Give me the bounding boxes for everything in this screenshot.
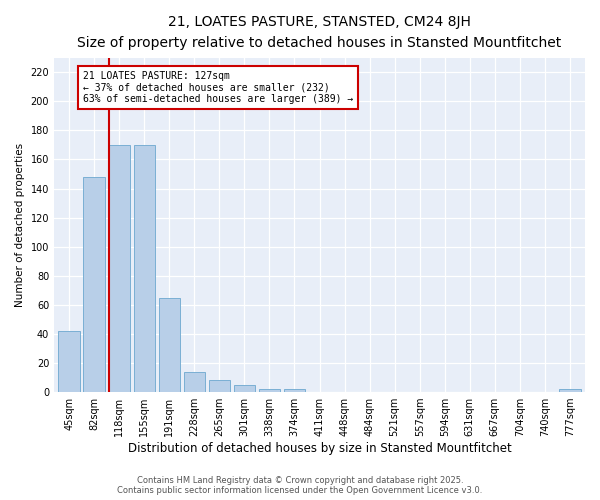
- Bar: [158, 298, 180, 392]
- Bar: [259, 389, 280, 392]
- X-axis label: Distribution of detached houses by size in Stansted Mountfitchet: Distribution of detached houses by size …: [128, 442, 511, 455]
- Bar: [83, 177, 105, 392]
- Title: 21, LOATES PASTURE, STANSTED, CM24 8JH
Size of property relative to detached hou: 21, LOATES PASTURE, STANSTED, CM24 8JH S…: [77, 15, 562, 50]
- Bar: [234, 385, 255, 392]
- Bar: [134, 145, 155, 392]
- Text: Contains HM Land Registry data © Crown copyright and database right 2025.
Contai: Contains HM Land Registry data © Crown c…: [118, 476, 482, 495]
- Bar: [284, 389, 305, 392]
- Bar: [109, 145, 130, 392]
- Bar: [184, 372, 205, 392]
- Bar: [209, 380, 230, 392]
- Text: 21 LOATES PASTURE: 127sqm
← 37% of detached houses are smaller (232)
63% of semi: 21 LOATES PASTURE: 127sqm ← 37% of detac…: [83, 71, 353, 104]
- Bar: [559, 389, 581, 392]
- Bar: [58, 331, 80, 392]
- Y-axis label: Number of detached properties: Number of detached properties: [15, 143, 25, 307]
